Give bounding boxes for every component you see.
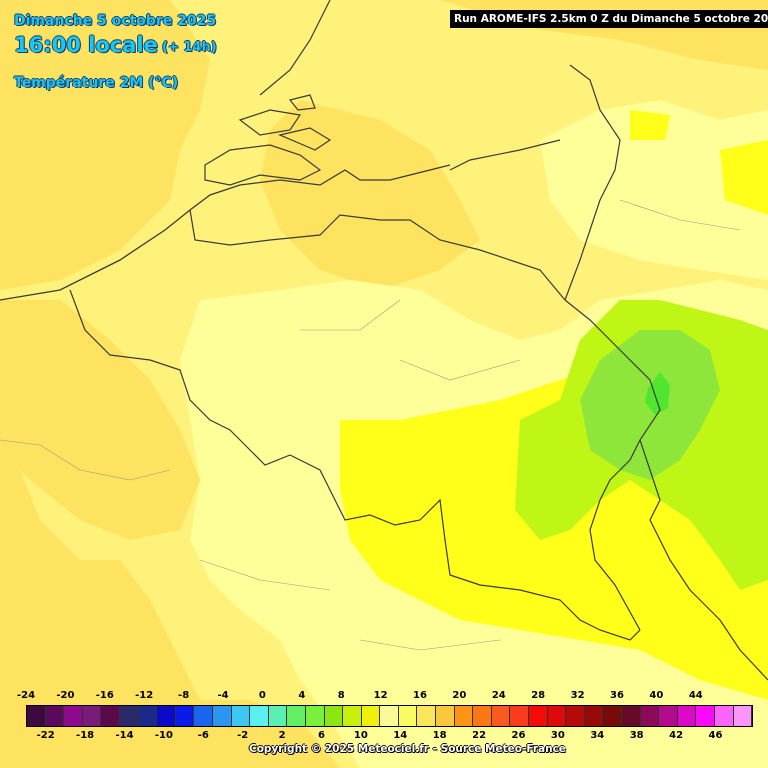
scale-swatch [175, 706, 195, 726]
scale-swatch [27, 706, 46, 726]
temp-patch-12-ne [630, 110, 670, 140]
admin-lines [0, 199, 741, 651]
scale-swatch [714, 706, 734, 726]
legend-tick-top: 8 [337, 690, 345, 701]
temp-zone-14-ne [540, 100, 768, 280]
scale-swatch [584, 706, 604, 726]
border-east [564, 299, 701, 631]
scale-swatch [157, 706, 176, 726]
border-be-fr [69, 289, 641, 641]
scale-swatch [268, 706, 288, 726]
zeeland-islands [204, 94, 332, 186]
legend-tick-bottom: 30 [550, 730, 565, 741]
temp-zone-8 [645, 372, 670, 415]
forecast-lead: (+ 14h) [162, 40, 217, 55]
scale-swatch [138, 706, 158, 726]
legend-tick-top: -16 [95, 690, 114, 701]
temp-patch-18b [0, 300, 200, 540]
legend-tick-bottom: 10 [353, 730, 368, 741]
legend-tick-bottom: -14 [115, 730, 134, 741]
temp-patch-12-e [720, 140, 768, 215]
legend-tick-bottom: -22 [36, 730, 55, 741]
scale-swatch [622, 706, 641, 726]
legend-tick-top: 20 [452, 690, 467, 701]
scale-swatch [361, 706, 381, 726]
legend-tick-top: 12 [373, 690, 388, 701]
scale-swatch [603, 706, 622, 726]
legend-tick-top: 44 [688, 690, 703, 701]
scale-swatch [343, 706, 362, 726]
legend-tick-bottom: 14 [393, 730, 408, 741]
coastline [0, 164, 451, 301]
legend-tick-bottom: -10 [154, 730, 173, 741]
scale-swatch [491, 706, 511, 726]
legend-tick-top: 4 [298, 690, 306, 701]
scale-swatch [454, 706, 474, 726]
scale-swatch [64, 706, 83, 726]
legend-tick-bottom: 42 [669, 730, 684, 741]
border-de-fr [699, 599, 768, 681]
legend-tick-bottom: 34 [590, 730, 605, 741]
legend-tick-top: 32 [570, 690, 585, 701]
border-be-nl [189, 209, 566, 301]
scale-swatch [194, 706, 213, 726]
run-info-box: Run AROME-IFS 2.5km 0 Z du Dimanche 5 oc… [450, 10, 768, 28]
legend-tick-bottom: 22 [472, 730, 487, 741]
scale-swatch [82, 706, 102, 726]
scale-swatch [324, 706, 344, 726]
copyright-text: Copyright © 2025 Meteociel.fr - Source M… [249, 743, 566, 755]
scale-swatch [640, 706, 660, 726]
legend-tick-top: 0 [258, 690, 266, 701]
legend-tick-bottom: -18 [76, 730, 95, 741]
scale-swatch [547, 706, 567, 726]
legend-tick-top: -24 [16, 690, 36, 701]
legend-tick-top: 24 [491, 690, 506, 701]
legend-tick-bottom: -2 [237, 730, 249, 741]
rhine-delta [259, 0, 561, 171]
forecast-time: 16:00 locale [14, 33, 158, 57]
legend-tick-top: -8 [178, 690, 190, 701]
scale-swatch [231, 706, 251, 726]
scale-swatch [398, 706, 418, 726]
scale-swatch [510, 706, 530, 726]
scale-swatch [250, 706, 269, 726]
scale-swatch [473, 706, 492, 726]
scale-swatch [436, 706, 455, 726]
color-scale [26, 705, 754, 727]
scale-swatch [287, 706, 306, 726]
border-nl-de [564, 64, 621, 301]
legend-tick-top: 16 [413, 690, 427, 701]
legend-tick-bottom: 26 [511, 730, 526, 741]
temp-patch-18a [260, 100, 480, 290]
scale-swatch [417, 706, 437, 726]
scale-swatch [45, 706, 65, 726]
scale-swatch [119, 706, 139, 726]
legend-tick-top: -12 [135, 690, 154, 701]
legend-tick-bottom: 18 [432, 730, 447, 741]
legend-tick-top: 28 [531, 690, 546, 701]
legend-tick-bottom: 38 [629, 730, 644, 741]
forecast-date: Dimanche 5 octobre 2025 [14, 13, 217, 29]
scale-swatch [529, 706, 548, 726]
scale-swatch [696, 706, 715, 726]
scale-swatch [566, 706, 585, 726]
legend-tick-top: 40 [649, 690, 664, 701]
scale-swatch [677, 706, 697, 726]
legend-tick-top: -4 [217, 690, 229, 701]
legend-tick-top: -20 [56, 690, 75, 701]
parameter-label: Température 2M (°C) [14, 75, 179, 91]
scale-swatch [101, 706, 120, 726]
scale-swatch [733, 706, 753, 726]
legend-tick-bottom: -6 [197, 730, 209, 741]
scale-swatch [659, 706, 678, 726]
legend-tick-bottom: 6 [318, 730, 325, 741]
scale-swatch [212, 706, 232, 726]
legend-tick-bottom: 46 [708, 730, 723, 741]
scale-swatch [305, 706, 325, 726]
legend-tick-bottom: 2 [278, 730, 286, 741]
scale-swatch [380, 706, 399, 726]
legend-tick-top: 36 [610, 690, 624, 701]
